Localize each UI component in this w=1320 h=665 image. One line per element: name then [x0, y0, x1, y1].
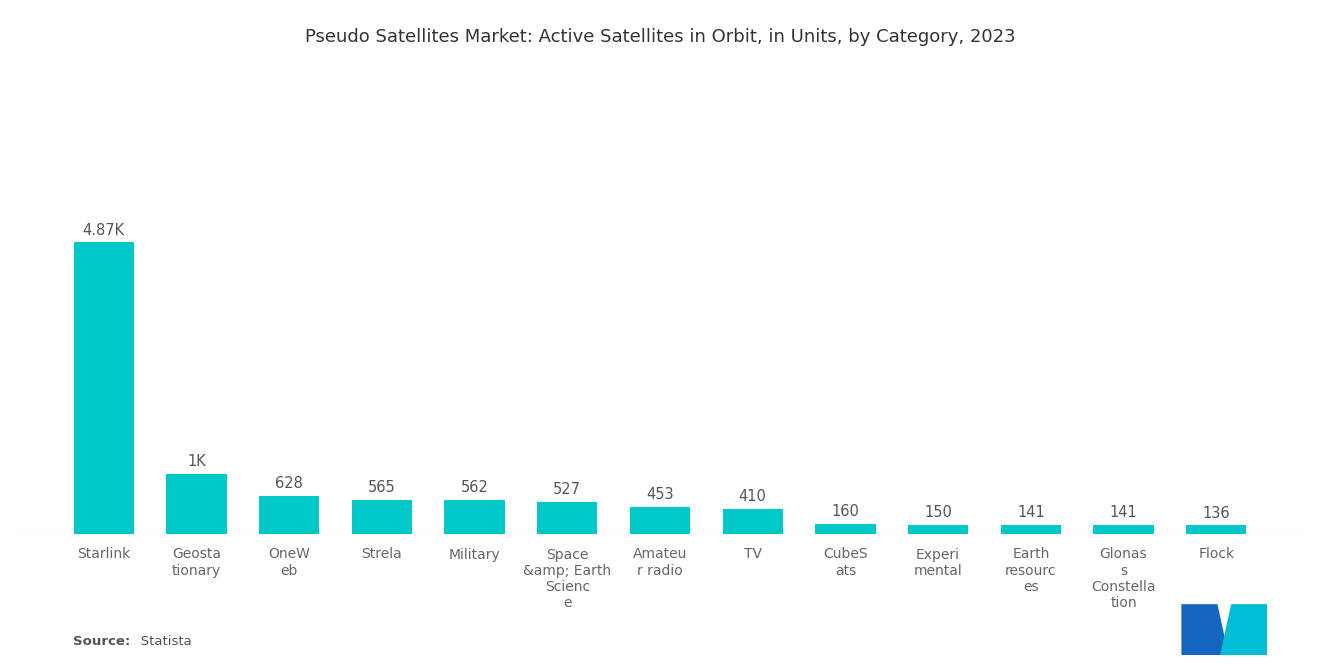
Text: 527: 527	[553, 482, 581, 497]
Text: 1K: 1K	[187, 454, 206, 469]
Text: Statista: Statista	[128, 635, 191, 648]
Bar	[537, 502, 598, 533]
Bar	[1093, 525, 1154, 533]
Bar	[630, 507, 690, 533]
Text: 4.87K: 4.87K	[83, 223, 125, 237]
Text: 628: 628	[276, 476, 304, 491]
Text: 453: 453	[647, 487, 673, 502]
Bar	[259, 496, 319, 533]
Text: 141: 141	[1110, 505, 1138, 521]
Text: 160: 160	[832, 504, 859, 519]
Text: Source:: Source:	[73, 635, 129, 648]
Text: 410: 410	[739, 489, 767, 504]
Bar	[74, 243, 133, 533]
Polygon shape	[1220, 604, 1267, 655]
Text: 562: 562	[461, 480, 488, 495]
Bar	[816, 524, 875, 533]
Title: Pseudo Satellites Market: Active Satellites in Orbit, in Units, by Category, 202: Pseudo Satellites Market: Active Satelli…	[305, 29, 1015, 47]
Bar	[1187, 525, 1246, 533]
Bar	[908, 525, 969, 533]
Bar	[722, 509, 783, 533]
Text: 141: 141	[1016, 505, 1044, 521]
Bar	[1001, 525, 1061, 533]
Bar	[351, 500, 412, 533]
Text: 136: 136	[1203, 505, 1230, 521]
Text: 150: 150	[924, 505, 952, 520]
Polygon shape	[1181, 604, 1229, 655]
Bar	[445, 500, 504, 533]
Text: 565: 565	[368, 480, 396, 495]
Bar	[166, 474, 227, 533]
